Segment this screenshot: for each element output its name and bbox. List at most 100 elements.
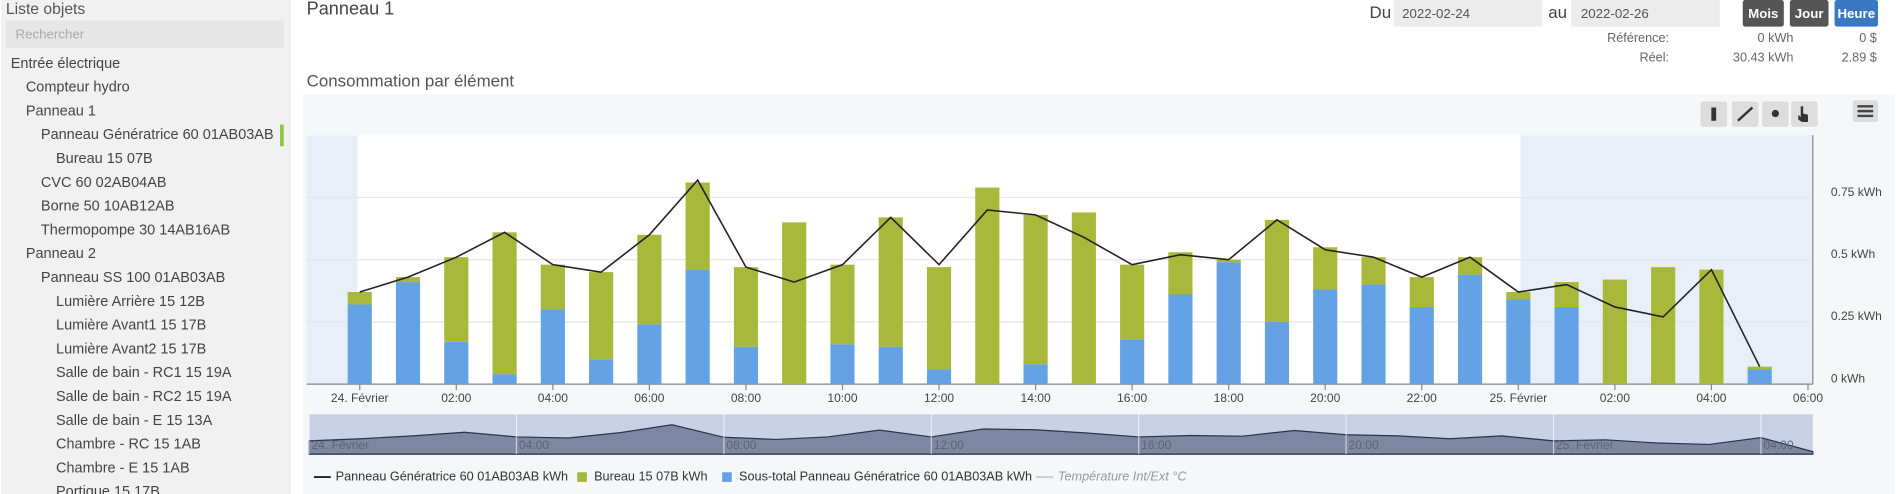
bar-segment xyxy=(637,234,662,325)
to-input[interactable] xyxy=(1571,0,1720,27)
range-button[interactable] xyxy=(1789,0,1829,27)
x-tick-label: 04:00 xyxy=(1696,391,1726,405)
bar-segment xyxy=(1120,339,1145,385)
tool-icon xyxy=(1771,109,1779,118)
tree-item[interactable]: Lumière Avant1 15 17B xyxy=(56,318,206,334)
bar-segment xyxy=(540,309,565,385)
from-label: Du xyxy=(1370,3,1392,22)
bar-segment xyxy=(1264,219,1290,322)
bar-segment xyxy=(733,267,759,347)
y-tick-label: 0 kWh xyxy=(1831,371,1865,385)
tree-item[interactable]: Bureau 15 07B xyxy=(56,151,153,167)
bar-segment xyxy=(685,182,710,270)
legend-label[interactable]: Bureau 15 07B kWh xyxy=(594,469,707,483)
legend-label[interactable]: Sous-total Panneau Génératrice 60 01AB03… xyxy=(739,469,1032,483)
legend-symbol xyxy=(722,472,732,482)
bar-segment xyxy=(1747,369,1772,385)
bar-segment xyxy=(540,264,565,310)
search-box[interactable] xyxy=(5,20,284,49)
x-tick-label: 06:00 xyxy=(1793,391,1823,405)
tree-item[interactable]: Panneau 1 xyxy=(26,103,96,119)
search-placeholder: Rechercher xyxy=(16,27,85,42)
legend-label[interactable]: Température Int/Ext °C xyxy=(1058,469,1187,483)
sidebar-title: Liste objets xyxy=(6,1,86,18)
x-tick-label: 08:00 xyxy=(731,391,761,405)
chart-title: Consommation par élément xyxy=(307,72,515,91)
tree-item[interactable]: Panneau 2 xyxy=(26,246,96,262)
tree-item[interactable]: Lumière Avant2 15 17B xyxy=(56,341,206,357)
page-title: Panneau 1 xyxy=(307,0,395,18)
y-tick-label: 0.25 kWh xyxy=(1831,309,1882,323)
bar-segment xyxy=(878,346,903,385)
bar-segment xyxy=(926,369,952,385)
navigator-label: 08:00 xyxy=(726,438,756,452)
summary-cell: 30.43 kWh xyxy=(1733,50,1794,64)
bar-segment xyxy=(1361,257,1386,285)
tree-item[interactable]: Chambre - E 15 1AB xyxy=(56,460,190,476)
bar-segment xyxy=(1699,269,1724,385)
navigator-label: 04:00 xyxy=(519,438,549,452)
tool-icon xyxy=(1711,107,1717,121)
tool-icon xyxy=(1798,106,1808,122)
tree-item[interactable]: Salle de bain - RC1 15 19A xyxy=(56,365,232,381)
summary-cell: 0 kWh xyxy=(1758,31,1794,45)
toolbar xyxy=(1700,100,1879,127)
bar-segment xyxy=(1216,262,1241,385)
range-button-label: Mois xyxy=(1748,6,1778,21)
bar-segment xyxy=(1457,257,1483,275)
bar-segment xyxy=(347,292,372,305)
bar-segment xyxy=(1023,364,1048,385)
x-tick-label: 04:00 xyxy=(538,391,568,405)
range-button[interactable] xyxy=(1742,0,1784,27)
x-tick-label: 06:00 xyxy=(634,391,664,405)
bar-segment xyxy=(589,272,614,360)
selected-marker xyxy=(280,124,284,147)
x-tick-label: 24. Février xyxy=(331,391,389,405)
bar-segment xyxy=(878,217,903,347)
range-button-label: Heure xyxy=(1837,6,1875,21)
summary-cell: Réel: xyxy=(1639,50,1669,64)
tree-item[interactable]: Chambre - RC 15 1AB xyxy=(56,437,201,453)
x-tick-label: 25. Février xyxy=(1490,391,1548,405)
tree-item[interactable]: Portique 15 17B xyxy=(56,484,160,494)
x-tick-label: 22:00 xyxy=(1407,391,1437,405)
bar-segment xyxy=(444,257,469,342)
summary-cell: 2.89 $ xyxy=(1842,50,1877,64)
tree-item[interactable]: Lumière Arrière 15 12B xyxy=(56,294,205,310)
sidebar xyxy=(1,0,291,494)
to-label: au xyxy=(1548,3,1567,22)
navigator-label: 16:00 xyxy=(1141,438,1171,452)
x-tick-label: 12:00 xyxy=(924,391,954,405)
tree-item[interactable]: Panneau SS 100 01AB03AB xyxy=(41,270,225,286)
legend-label[interactable]: Panneau Génératrice 60 01AB03AB kWh xyxy=(336,469,568,483)
bar-segment xyxy=(395,277,421,283)
bar-segment xyxy=(1361,284,1386,385)
bar-segment xyxy=(782,222,807,385)
tree-item[interactable]: Entrée électrique xyxy=(11,56,121,72)
bar-segment xyxy=(1457,274,1483,385)
bar-segment xyxy=(1313,289,1338,385)
tree-item[interactable]: Thermopompe 30 14AB16AB xyxy=(41,222,230,238)
bar-segment xyxy=(1602,279,1627,385)
from-value: 2022-02-24 xyxy=(1402,6,1470,21)
x-tick-label: 16:00 xyxy=(1117,391,1147,405)
bar-segment xyxy=(1506,299,1531,385)
bar-segment xyxy=(685,269,710,385)
bar-segment xyxy=(1216,259,1241,263)
range-button[interactable] xyxy=(1834,0,1879,27)
bar-segment xyxy=(1506,292,1531,300)
tree-item[interactable]: Salle de bain - RC2 15 19A xyxy=(56,389,232,405)
tree-item[interactable]: CVC 60 02AB04AB xyxy=(41,175,167,191)
from-input[interactable] xyxy=(1393,0,1543,27)
tree-item[interactable]: Compteur hydro xyxy=(26,80,130,96)
bar-segment xyxy=(1168,294,1193,385)
tree-item[interactable]: Borne 50 10AB12AB xyxy=(41,199,175,215)
bar-segment xyxy=(1120,264,1145,340)
bar-segment xyxy=(347,304,372,385)
tree-item[interactable]: Panneau Génératrice 60 01AB03AB xyxy=(41,127,274,143)
tree-item[interactable]: Salle de bain - E 15 13A xyxy=(56,413,213,429)
bar-segment xyxy=(589,359,614,385)
bar-segment xyxy=(1168,252,1193,295)
